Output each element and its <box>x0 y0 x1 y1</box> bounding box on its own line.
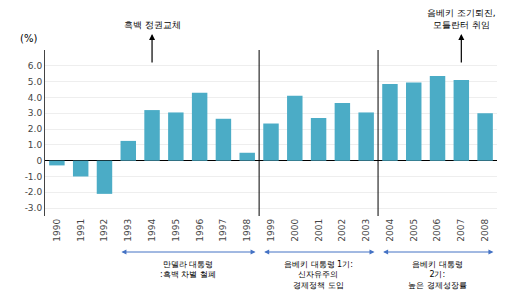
svg-text:1.0: 1.0 <box>28 140 43 150</box>
svg-text:1994: 1994 <box>147 219 157 242</box>
svg-text:1997: 1997 <box>218 219 228 242</box>
svg-text:4.0: 4.0 <box>28 93 43 103</box>
svg-text:흑백 정권교체: 흑백 정권교체 <box>124 20 181 30</box>
svg-text:6.0: 6.0 <box>28 61 43 71</box>
svg-text:1995: 1995 <box>171 219 181 242</box>
svg-text:1993: 1993 <box>123 219 133 242</box>
svg-text:1992: 1992 <box>99 219 109 242</box>
svg-text:2002: 2002 <box>337 219 347 242</box>
svg-text:1999: 1999 <box>266 219 276 242</box>
svg-text:음베키 대통령2기:높은 경제성장률: 음베키 대통령2기:높은 경제성장률 <box>408 260 467 290</box>
svg-text:음베키 대통령 1기:신자유주의경제정책 도입: 음베키 대통령 1기:신자유주의경제정책 도입 <box>284 260 353 290</box>
svg-text:-2.0: -2.0 <box>25 187 43 197</box>
svg-text:5.0: 5.0 <box>28 77 43 87</box>
svg-text:만델라 대통령:흑백 차별 철폐: 만델라 대통령:흑백 차별 철폐 <box>160 260 216 279</box>
svg-text:1996: 1996 <box>195 219 205 242</box>
svg-text:2008: 2008 <box>480 219 490 242</box>
svg-text:-1.0: -1.0 <box>25 172 43 182</box>
svg-text:2.0: 2.0 <box>28 124 43 134</box>
svg-text:1998: 1998 <box>242 219 252 242</box>
svg-text:2006: 2006 <box>432 219 442 242</box>
svg-text:1990: 1990 <box>52 219 62 242</box>
svg-text:2005: 2005 <box>409 219 419 242</box>
svg-text:음베키 조기퇴진,모틀란터 취임: 음베키 조기퇴진,모틀란터 취임 <box>427 8 496 30</box>
svg-text:(%): (%) <box>20 33 37 44</box>
svg-text:2001: 2001 <box>314 219 324 242</box>
svg-text:2003: 2003 <box>361 219 371 242</box>
svg-text:2004: 2004 <box>385 219 395 242</box>
svg-text:-3.0: -3.0 <box>25 203 43 213</box>
svg-text:2007: 2007 <box>456 219 466 242</box>
svg-text:1991: 1991 <box>76 219 86 242</box>
svg-text:2000: 2000 <box>290 219 300 242</box>
svg-text:3.0: 3.0 <box>28 108 43 118</box>
svg-text:0: 0 <box>36 156 42 166</box>
